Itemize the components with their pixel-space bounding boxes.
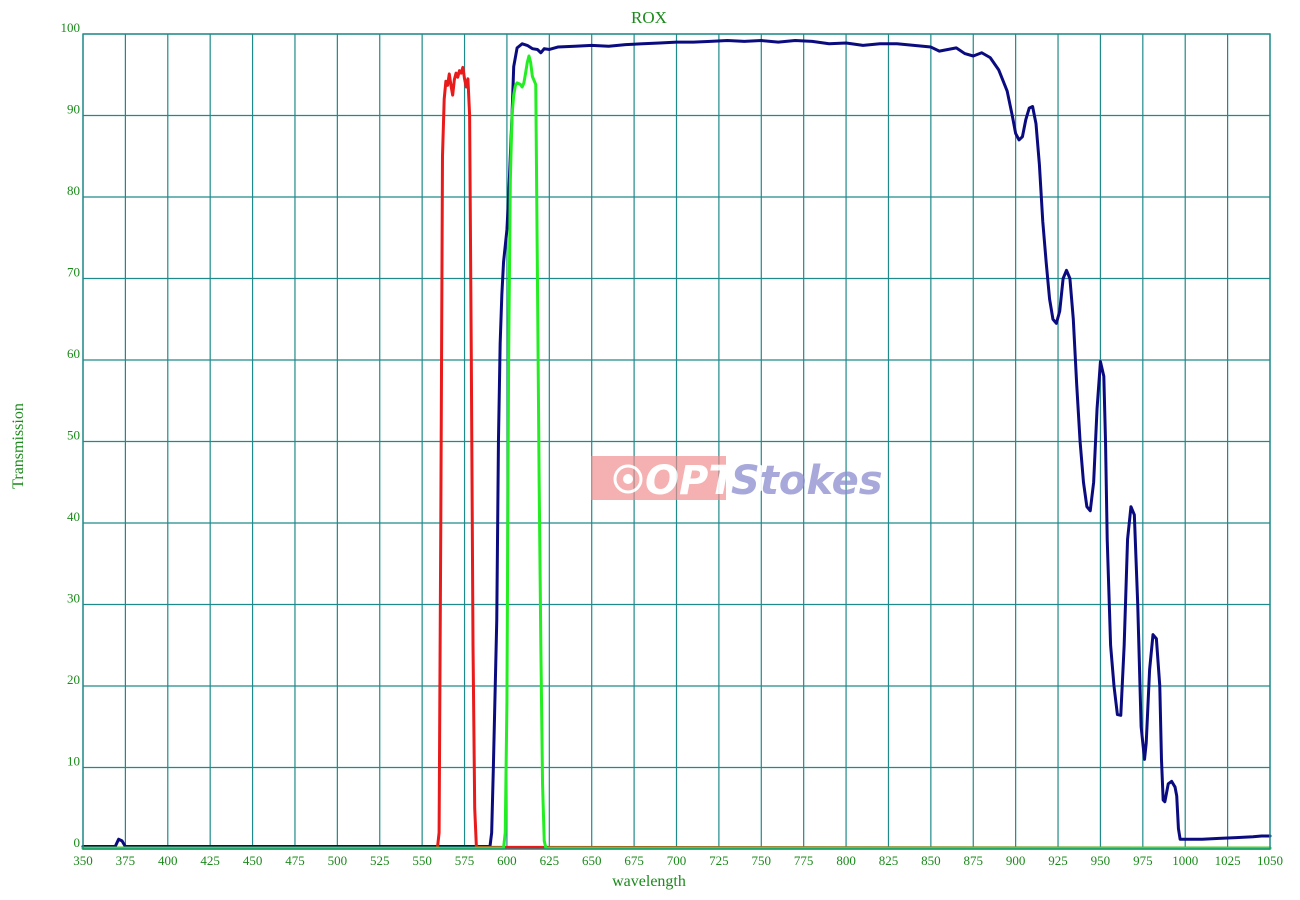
y-tick-label: 90 [67, 102, 80, 117]
grid [82, 33, 1271, 850]
x-tick-label: 1050 [1257, 853, 1283, 868]
x-tick-label: 975 [1133, 853, 1153, 868]
series-line-3 [81, 54, 1272, 850]
x-tick-label: 675 [624, 853, 644, 868]
x-tick-label: 1000 [1172, 853, 1198, 868]
x-tick-label: 900 [1006, 853, 1026, 868]
y-tick-label: 70 [67, 265, 80, 280]
y-tick-label: 30 [67, 591, 80, 606]
y-tick-label: 60 [67, 346, 80, 361]
watermark-lens-icon [613, 464, 643, 494]
y-tick-label: 100 [61, 20, 81, 35]
y-axis-ticks: 0 10 20 30 40 50 60 70 80 90 100 [61, 20, 81, 850]
x-tick-label: 450 [243, 853, 263, 868]
x-tick-label: 950 [1091, 853, 1111, 868]
x-tick-label: 575 [455, 853, 475, 868]
x-tick-label: 825 [879, 853, 899, 868]
x-tick-label: 350 [73, 853, 93, 868]
x-tick-label: 600 [497, 853, 517, 868]
y-tick-label: 40 [67, 509, 80, 524]
x-tick-label: 750 [752, 853, 772, 868]
x-tick-label: 375 [116, 853, 136, 868]
series-layer [81, 39, 1272, 850]
x-tick-label: 525 [370, 853, 390, 868]
x-tick-label: 650 [582, 853, 602, 868]
x-axis-label: wavelength [612, 873, 686, 890]
x-tick-label: 550 [412, 853, 432, 868]
x-tick-label: 425 [200, 853, 220, 868]
x-tick-label: 800 [836, 853, 856, 868]
plot-frame [82, 33, 1271, 850]
y-axis-label: Transmission [10, 403, 27, 489]
x-tick-label: 775 [794, 853, 814, 868]
y-tick-label: 50 [67, 428, 80, 443]
x-tick-label: 625 [540, 853, 560, 868]
watermark-logo: OPTO Stokes [591, 456, 883, 504]
x-tick-label: 475 [285, 853, 305, 868]
x-tick-label: 700 [667, 853, 687, 868]
watermark-opto: OPTO [645, 458, 770, 504]
watermark-box [591, 456, 726, 500]
x-tick-label: 400 [158, 853, 178, 868]
x-tick-label: 875 [964, 853, 984, 868]
y-tick-label: 20 [67, 672, 80, 687]
chart-title: ROX [631, 8, 667, 27]
series-line-1 [81, 39, 1272, 849]
y-tick-label: 80 [67, 183, 80, 198]
x-tick-label: 925 [1048, 853, 1068, 868]
series-line-2 [81, 65, 1272, 850]
x-tick-label: 500 [328, 853, 348, 868]
watermark-lens-center [623, 474, 633, 484]
y-tick-label: 10 [67, 754, 80, 769]
x-axis-ticks: 350 375 400 425 450 475 500 525 550 575 600 625 650 6… [73, 853, 1283, 868]
x-tick-label: 725 [709, 853, 729, 868]
x-tick-label: 1025 [1215, 853, 1241, 868]
watermark-stokes: Stokes [731, 458, 883, 504]
x-tick-label: 850 [921, 853, 941, 868]
y-tick-label: 0 [74, 835, 81, 850]
